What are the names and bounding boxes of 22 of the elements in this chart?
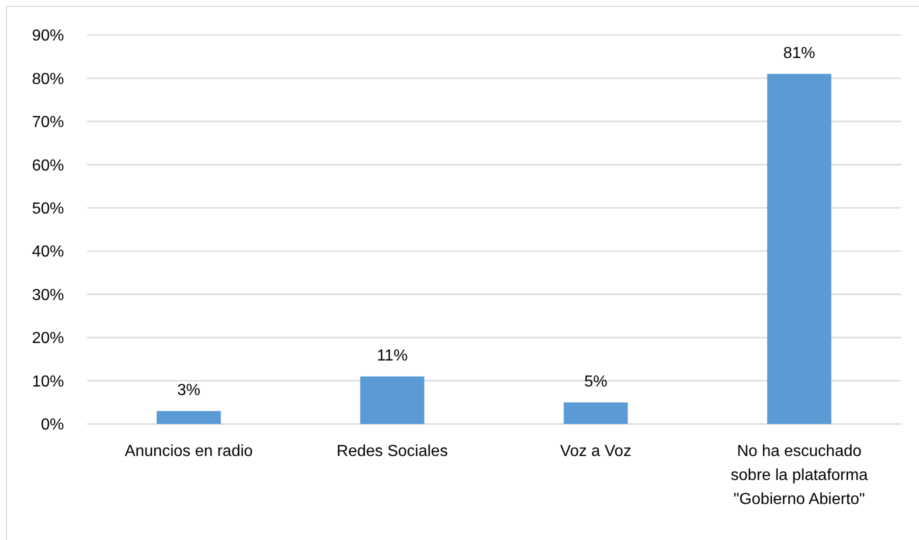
y-tick-label: 70% xyxy=(32,114,64,132)
y-tick-label: 20% xyxy=(32,330,64,348)
bar xyxy=(564,402,628,424)
data-label: 3% xyxy=(177,382,200,400)
x-tick-label: No ha escuchado sobre la plataforma "Gobierno Abierto" xyxy=(730,443,868,508)
bar xyxy=(360,376,424,424)
y-tick-label: 90% xyxy=(32,28,64,45)
x-tick-label: Voz a Voz xyxy=(560,443,632,460)
y-tick-label: 50% xyxy=(32,200,64,218)
y-tick-label: 60% xyxy=(32,157,64,174)
y-tick-label: 40% xyxy=(32,244,64,261)
x-tick-label: Redes Sociales xyxy=(336,443,448,460)
bar xyxy=(156,411,221,424)
data-label: 5% xyxy=(584,373,608,390)
data-label: 11% xyxy=(376,347,408,364)
x-tick-label: Anuncios en radio xyxy=(124,443,253,460)
y-tick-label: 80% xyxy=(32,70,64,88)
data-label: 81% xyxy=(783,44,816,62)
y-tick-label: 10% xyxy=(32,373,64,390)
bar xyxy=(767,74,832,424)
y-tick-label: 30% xyxy=(32,286,64,304)
y-tick-label: 0% xyxy=(40,416,64,434)
